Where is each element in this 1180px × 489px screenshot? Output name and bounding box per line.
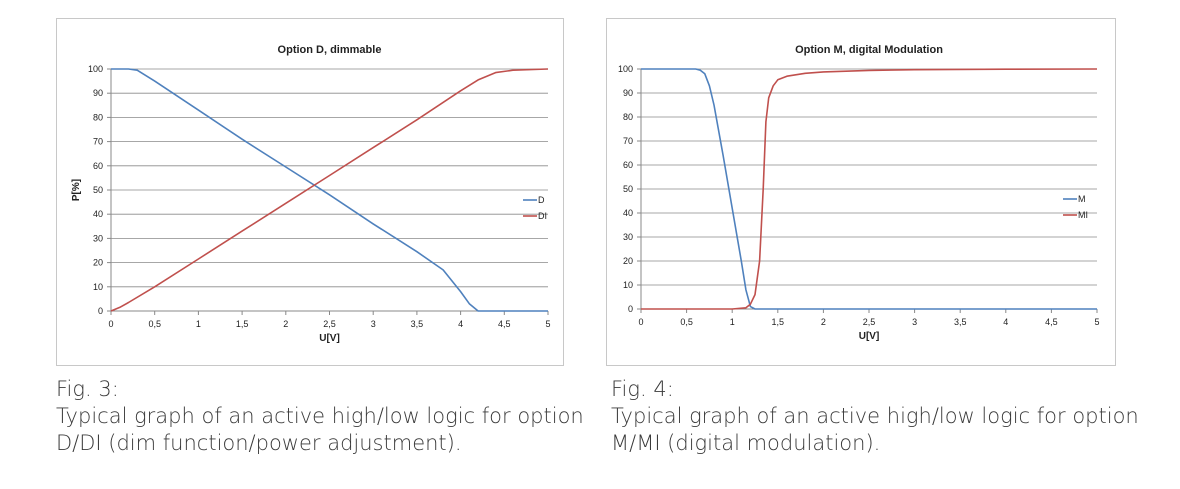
caption-label: Fig. 4: <box>611 377 674 401</box>
x-tick-label: 4,5 <box>498 319 511 329</box>
figure-caption-4: Fig. 4: Typical graph of an active high/… <box>611 376 1151 457</box>
y-tick-label: 70 <box>93 137 103 147</box>
legend-label: MI <box>1078 210 1088 220</box>
x-tick-label: 3,5 <box>411 319 424 329</box>
y-tick-label: 90 <box>93 88 103 98</box>
x-tick-label: 3 <box>912 317 917 327</box>
x-axis-label: U[V] <box>859 331 880 342</box>
y-tick-label: 0 <box>98 306 103 316</box>
x-tick-label: 3,5 <box>954 317 967 327</box>
y-tick-label: 100 <box>618 64 633 74</box>
y-tick-label: 100 <box>88 64 103 74</box>
caption-line: M/MI (digital modulation). <box>611 431 881 455</box>
caption-line: Typical graph of an active high/low logi… <box>56 404 584 428</box>
y-tick-label: 40 <box>93 209 103 219</box>
x-tick-label: 2,5 <box>323 319 336 329</box>
x-tick-label: 0 <box>638 317 643 327</box>
legend-label: DI <box>538 211 547 221</box>
chart-option-d: Option D, dimmable0102030405060708090100… <box>71 44 551 344</box>
series-line-d <box>111 68 548 312</box>
x-tick-label: 5 <box>1094 317 1099 327</box>
x-axis-label: U[V] <box>319 333 340 344</box>
y-tick-label: 50 <box>93 185 103 195</box>
chart-title: Option D, dimmable <box>278 44 382 56</box>
chart-option-m: Option M, digital Modulation010203040506… <box>618 44 1100 342</box>
x-tick-label: 2 <box>821 317 826 327</box>
x-tick-label: 0,5 <box>148 319 161 329</box>
chart-panel-option-d: Option D, dimmable 0 10 20 30 40 50 60 70 80 90 100… <box>56 18 564 366</box>
y-tick-label: 70 <box>623 136 633 146</box>
x-tick-label: 1,5 <box>236 319 249 329</box>
y-tick-label: 60 <box>623 160 633 170</box>
legend-label: M <box>1078 194 1086 204</box>
x-tick-label: 4 <box>458 319 463 329</box>
y-tick-label: 60 <box>93 161 103 171</box>
x-tick-label: 4,5 <box>1045 317 1058 327</box>
y-tick-label: 80 <box>93 112 103 122</box>
y-tick-label: 20 <box>93 258 103 268</box>
y-tick-label: 10 <box>93 282 103 292</box>
series-line-mi <box>641 68 1098 310</box>
y-tick-label: 40 <box>623 208 633 218</box>
chart-title: Option M, digital Modulation <box>795 44 943 56</box>
x-tick-label: 3 <box>371 319 376 329</box>
x-tick-label: 2 <box>283 319 288 329</box>
y-tick-label: 50 <box>623 184 633 194</box>
x-tick-label: 1 <box>730 317 735 327</box>
y-tick-label: 30 <box>623 232 633 242</box>
series-line-m <box>641 68 1097 310</box>
x-tick-label: 0 <box>108 319 113 329</box>
y-tick-label: 80 <box>623 112 633 122</box>
caption-line: D/DI (dim function/power adjustment). <box>56 431 462 455</box>
legend-label: D <box>538 195 545 205</box>
x-tick-label: 1 <box>196 319 201 329</box>
x-tick-label: 1,5 <box>772 317 785 327</box>
x-tick-label: 5 <box>545 319 550 329</box>
y-axis-label: P[%] <box>71 179 82 201</box>
chart-panel-option-m: Option M, digital Modulation 0 10 20 30 40 50 6… <box>606 18 1116 366</box>
caption-line: Typical graph of an active high/low logi… <box>611 404 1139 428</box>
y-tick-label: 0 <box>628 304 633 314</box>
x-tick-label: 2,5 <box>863 317 876 327</box>
caption-label: Fig. 3: <box>56 377 119 401</box>
x-tick-label: 4 <box>1003 317 1008 327</box>
figure-caption-3: Fig. 3: Typical graph of an active high/… <box>56 376 586 457</box>
x-tick-label: 0,5 <box>680 317 693 327</box>
y-tick-label: 10 <box>623 280 633 290</box>
y-tick-label: 90 <box>623 88 633 98</box>
y-tick-label: 30 <box>93 233 103 243</box>
series-line-di <box>110 68 549 312</box>
y-tick-label: 20 <box>623 256 633 266</box>
